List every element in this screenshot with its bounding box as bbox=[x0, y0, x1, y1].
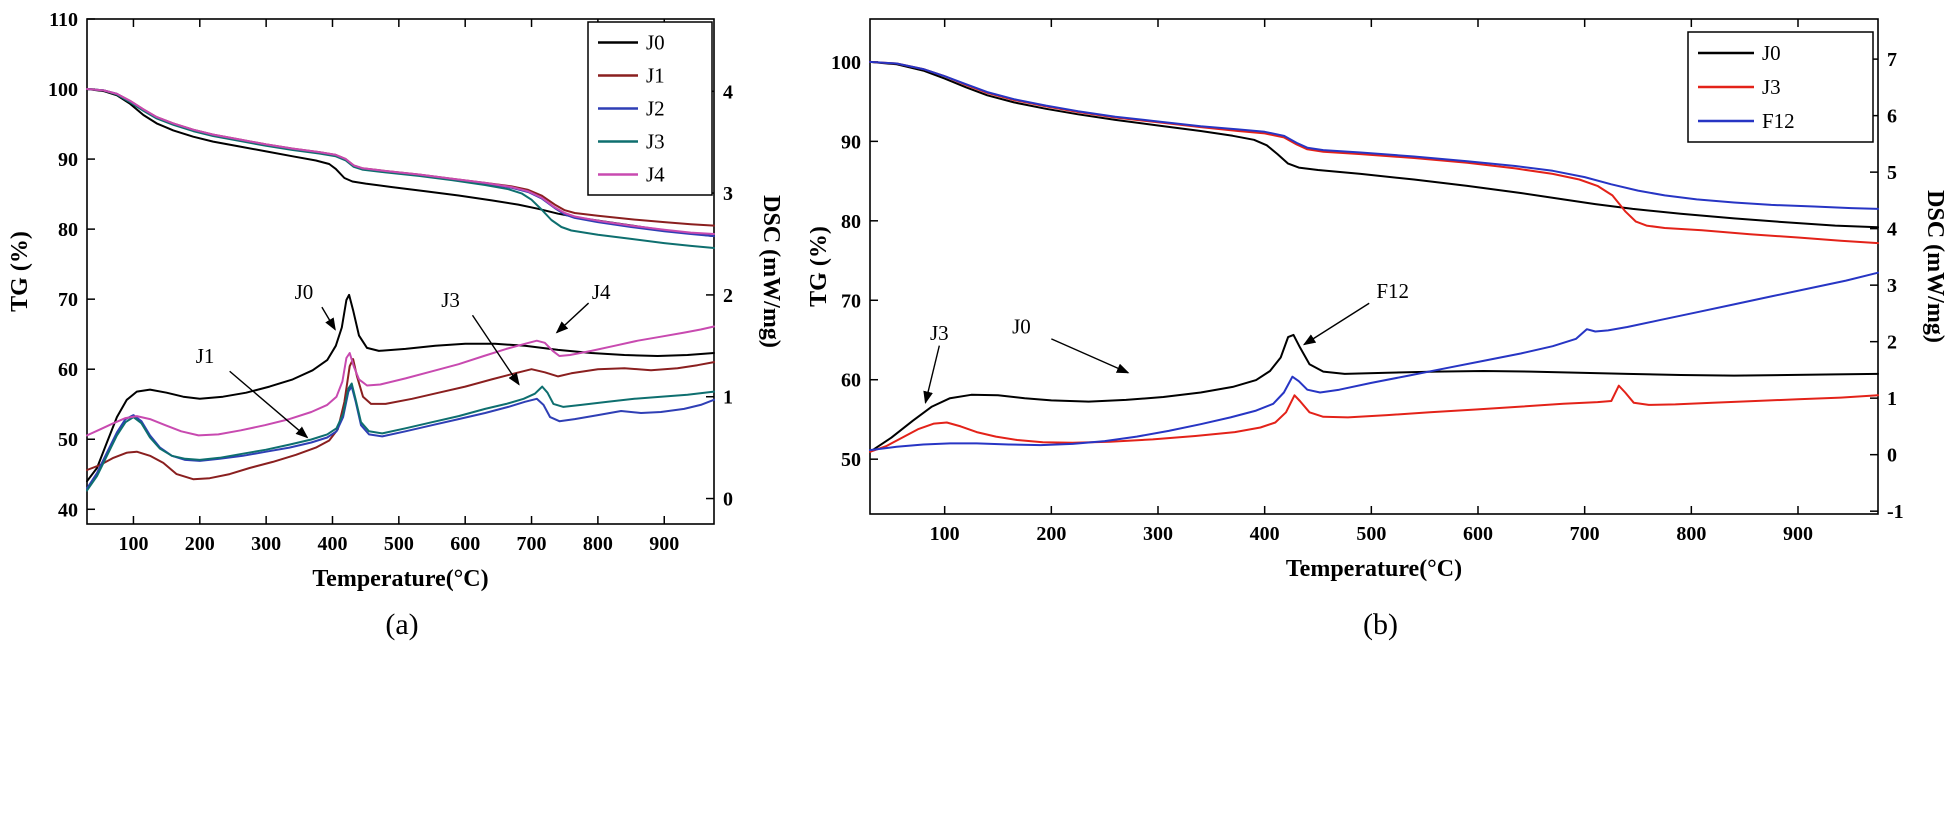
series-J0-TG bbox=[86, 88, 715, 238]
annotation-arrow-J4 bbox=[555, 302, 590, 334]
series-J4-TG bbox=[86, 88, 715, 235]
series-F12-TG bbox=[869, 60, 1879, 210]
x-tick-label: 500 bbox=[1356, 523, 1386, 545]
x-tick-label: 100 bbox=[930, 523, 960, 545]
annotation-label-J4: J4 bbox=[592, 280, 611, 304]
y-left-tick-label: 90 bbox=[841, 131, 861, 153]
annotation-arrow-J1 bbox=[229, 370, 309, 439]
y-left-axis-title: TG (%) bbox=[7, 231, 33, 312]
legend-label-J0: J0 bbox=[646, 31, 665, 55]
x-tick-label: 800 bbox=[1676, 523, 1706, 545]
y-right-tick-label: 6 bbox=[1887, 106, 1897, 128]
x-tick-label: 600 bbox=[450, 533, 480, 555]
annotation-arrow-J0 bbox=[1051, 338, 1130, 374]
y-left-tick-label: 40 bbox=[58, 499, 78, 521]
y-right-axis-title: DSC (mW/mg) bbox=[758, 195, 784, 348]
panel-b: 100 200 300 400 500 600 700 800 900 50 60 70 80 90 100… bbox=[810, 4, 1949, 642]
plot-frame bbox=[869, 18, 1879, 515]
series-J4-DSC bbox=[86, 325, 715, 437]
y-left-tick-label: 100 bbox=[831, 52, 861, 74]
annotation-label-J1: J1 bbox=[196, 344, 215, 368]
y-left-tick-label: 70 bbox=[58, 289, 78, 311]
legend-label-F12: F12 bbox=[1762, 109, 1795, 133]
series-F12-DSC bbox=[869, 271, 1879, 452]
y-left-tick-label: 70 bbox=[841, 290, 861, 312]
y-left-tick-label: 90 bbox=[58, 149, 78, 171]
x-tick-label: 800 bbox=[583, 533, 613, 555]
y-left-tick-label: 50 bbox=[58, 429, 78, 451]
y-right-tick-label: 1 bbox=[723, 387, 733, 409]
annotation-arrow-J3 bbox=[471, 314, 520, 386]
y-left-tick-label: 60 bbox=[841, 370, 861, 392]
legend-label-J3: J3 bbox=[646, 130, 665, 154]
y-right-tick-label: 5 bbox=[1887, 162, 1897, 184]
chart-a: 100 200 300 400 500 600 700 800 9004050607080901… bbox=[7, 9, 784, 592]
y-right-tick-label: 0 bbox=[1887, 445, 1897, 467]
x-tick-label: 400 bbox=[317, 533, 347, 555]
series-J1-DSC bbox=[86, 358, 715, 481]
y-right-tick-label: 1 bbox=[1887, 388, 1897, 410]
x-axis-title: Temperature(°C) bbox=[312, 566, 488, 592]
annotation-label-J3: J3 bbox=[930, 321, 949, 345]
plot-frame bbox=[86, 18, 715, 525]
y-right-tick-label: 2 bbox=[1887, 332, 1897, 354]
legend-label-J2: J2 bbox=[646, 97, 665, 121]
x-tick-label: 600 bbox=[1463, 523, 1493, 545]
chart-b: 100 200 300 400 500 600 700 800 9005060708090100… bbox=[810, 18, 1948, 582]
series-J0-DSC bbox=[869, 333, 1879, 453]
y-right-axis-title: DSC (mW/mg) bbox=[1922, 190, 1948, 343]
annotation-arrow-J0 bbox=[321, 306, 336, 331]
legend-label-J0: J0 bbox=[1762, 41, 1781, 65]
x-tick-label: 300 bbox=[1143, 523, 1173, 545]
x-tick-label: 900 bbox=[649, 533, 679, 555]
y-right-tick-label: 7 bbox=[1887, 49, 1897, 71]
legend-label-J1: J1 bbox=[646, 64, 665, 88]
x-tick-label: 700 bbox=[517, 533, 547, 555]
annotation-arrow-J3 bbox=[923, 345, 941, 405]
series-J3-DSC bbox=[869, 384, 1879, 453]
panel-b-caption: (b) bbox=[1363, 608, 1398, 641]
y-left-tick-label: 50 bbox=[841, 449, 861, 471]
y-right-tick-label: -1 bbox=[1887, 501, 1904, 523]
series-J0-DSC bbox=[86, 293, 715, 483]
y-left-tick-label: 80 bbox=[841, 211, 861, 233]
annotation-arrow-F12 bbox=[1302, 302, 1370, 346]
annotation-label-J3: J3 bbox=[441, 288, 460, 312]
y-right-tick-label: 0 bbox=[723, 489, 733, 511]
y-left-tick-label: 60 bbox=[58, 359, 78, 381]
y-left-axis-title: TG (%) bbox=[810, 226, 832, 307]
legend-label-J4: J4 bbox=[646, 163, 665, 187]
annotation-label-J0: J0 bbox=[1012, 314, 1031, 338]
x-tick-label: 500 bbox=[384, 533, 414, 555]
y-left-tick-label: 100 bbox=[48, 79, 78, 101]
tg-dsc-figure: 100 200 300 400 500 600 700 800 900 40 50 60 70 80 90 1… bbox=[2, 4, 1949, 642]
y-right-tick-label: 4 bbox=[1887, 219, 1897, 241]
x-tick-label: 300 bbox=[251, 533, 281, 555]
x-tick-label: 200 bbox=[1036, 523, 1066, 545]
y-right-tick-label: 2 bbox=[723, 285, 733, 307]
series-J3-TG bbox=[86, 88, 715, 249]
annotation-label-F12: F12 bbox=[1376, 279, 1409, 303]
legend-label-J3: J3 bbox=[1762, 75, 1781, 99]
x-tick-label: 400 bbox=[1250, 523, 1280, 545]
y-left-tick-label: 110 bbox=[49, 9, 78, 31]
y-right-tick-label: 4 bbox=[723, 81, 733, 103]
y-left-tick-label: 80 bbox=[58, 219, 78, 241]
annotation-label-J0: J0 bbox=[295, 280, 314, 304]
x-tick-label: 100 bbox=[118, 533, 148, 555]
x-axis-title: Temperature(°C) bbox=[1286, 556, 1462, 582]
y-right-tick-label: 3 bbox=[723, 183, 733, 205]
panel-a-caption: (a) bbox=[385, 608, 419, 641]
series-J0-TG bbox=[869, 60, 1879, 229]
x-tick-label: 900 bbox=[1783, 523, 1813, 545]
x-tick-label: 700 bbox=[1570, 523, 1600, 545]
y-right-tick-label: 3 bbox=[1887, 275, 1897, 297]
series-J3-DSC bbox=[86, 382, 715, 492]
x-tick-label: 200 bbox=[185, 533, 215, 555]
panel-a: 100 200 300 400 500 600 700 800 900 40 50 60 70 80 90 1… bbox=[2, 4, 802, 642]
